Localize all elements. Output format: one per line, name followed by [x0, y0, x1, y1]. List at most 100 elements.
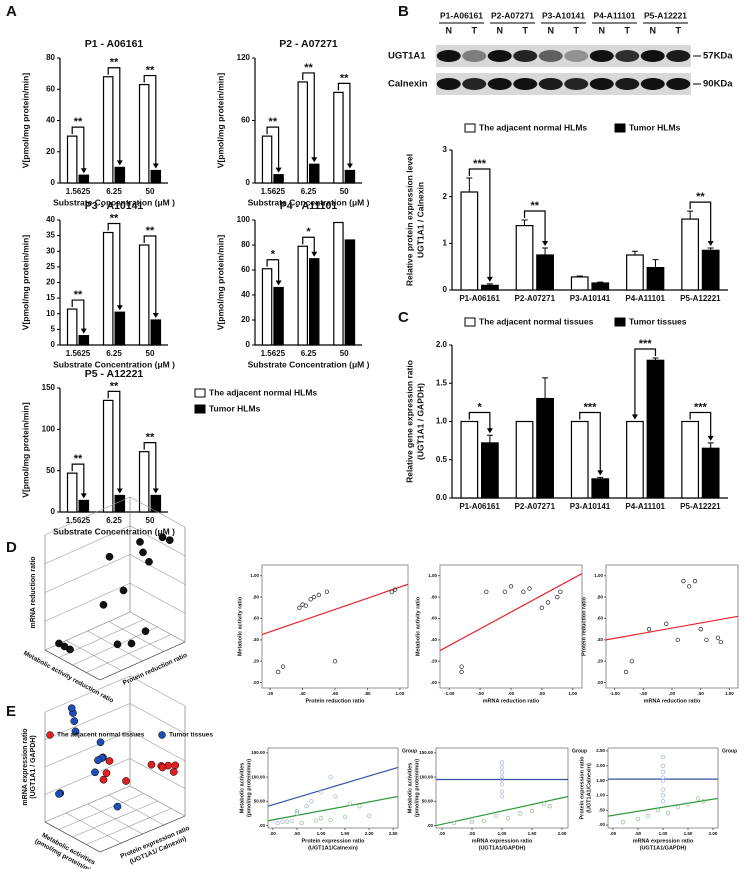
y-axis-label: Relative protein expression level — [404, 154, 414, 286]
x-axis — [44, 649, 101, 681]
point — [171, 761, 180, 770]
point — [99, 775, 108, 784]
floor-grid — [108, 794, 164, 826]
x-tick-label: 6.25 — [106, 349, 122, 358]
y-tick-label: 1.00 — [428, 573, 437, 578]
bar — [536, 254, 554, 291]
point — [275, 821, 280, 826]
bar — [681, 218, 700, 291]
y-tick-label: .00 — [427, 823, 434, 828]
legend-title: Group — [572, 748, 587, 754]
bar — [102, 76, 114, 184]
legend-label: Tumor HLMs — [629, 122, 681, 132]
bar — [570, 420, 589, 499]
legend-swatch — [194, 388, 206, 398]
point — [655, 808, 661, 813]
bar — [591, 478, 610, 499]
x-axis-label: mRNA reduction ratio — [483, 698, 540, 704]
y-axis-label: V[pmol/mg protein/min] — [20, 73, 30, 169]
y-tick-label: 0.0 — [436, 493, 448, 502]
significance-bracket — [143, 235, 157, 314]
point — [695, 796, 701, 801]
x-tick-label: .50 — [635, 831, 642, 836]
point — [698, 627, 703, 632]
x-tick-label: 2.00 — [558, 831, 567, 836]
y-tick-label: 150.00 — [251, 750, 265, 755]
significance-arrow — [707, 435, 714, 441]
y-tick-label: .00 — [259, 823, 266, 828]
blot-row-label: UGT1A1 — [388, 51, 426, 62]
point — [469, 819, 475, 824]
wall-grid — [44, 496, 131, 536]
point — [119, 586, 128, 595]
chart-title: P5 - A12221 — [85, 368, 144, 380]
fit-line — [605, 615, 739, 641]
y-tick-label: 1.5 — [436, 378, 448, 387]
x-tick-label: P1-A06161 — [459, 502, 500, 511]
y-axis-label: Metabolic activities — [239, 763, 245, 813]
point — [685, 802, 691, 807]
point — [357, 804, 362, 809]
bar — [480, 284, 499, 291]
point — [718, 639, 723, 645]
error-bar — [597, 281, 604, 283]
bar — [701, 447, 720, 499]
point — [318, 789, 324, 794]
y-axis-label: Relative gene expression ratio — [404, 360, 414, 483]
y-tick-label: 100 — [42, 424, 56, 433]
blot-band — [436, 50, 461, 62]
error-bar — [631, 250, 638, 255]
blot-band — [513, 78, 538, 90]
point — [646, 627, 652, 632]
error-bar — [707, 247, 714, 251]
point — [280, 819, 285, 824]
y-tick-label: 0 — [246, 340, 251, 349]
point — [660, 778, 666, 783]
y-tick-label: 40 — [46, 116, 55, 125]
x-tick-label: 1.00 — [568, 691, 577, 696]
y-tick-label: .80 — [253, 594, 260, 599]
y-axis-label: (UGT1A1 / GAPDH) — [415, 383, 425, 460]
x-tick-label: .50 — [698, 691, 705, 696]
significance-label: ** — [304, 62, 313, 74]
panel-label: D — [6, 539, 17, 556]
blot-band — [589, 50, 614, 62]
y-tick-label: 20 — [46, 278, 55, 287]
plot-frame — [267, 747, 399, 829]
point — [316, 592, 321, 598]
y-tick-label: 2 — [443, 192, 448, 201]
wall-grid — [129, 675, 186, 707]
y-tick-label: .40 — [431, 637, 438, 642]
point — [55, 790, 63, 798]
blot-lane-label: N — [497, 25, 504, 35]
point — [105, 552, 114, 561]
y-tick-label: 35 — [46, 231, 55, 240]
x-tick-label: .00 — [669, 691, 676, 696]
x-tick-label: .40 — [299, 691, 306, 696]
significance-label: ** — [146, 225, 155, 237]
bar — [536, 397, 554, 499]
x-axis-label: Substrate Concentration (μM ) — [53, 359, 175, 369]
legend-title: Group — [722, 748, 737, 754]
bar — [570, 276, 589, 291]
point — [660, 763, 666, 768]
legend-swatch — [194, 404, 206, 414]
point — [127, 639, 136, 648]
y-axis-label: V[pmol/mg protein/min] — [215, 73, 225, 169]
significance-label: *** — [473, 158, 487, 170]
y-axis-label: (UGT1A1/Calnexin) — [586, 763, 592, 813]
significance-bracket — [71, 299, 85, 330]
y-tick-label: 15 — [46, 293, 55, 302]
bar — [66, 135, 78, 184]
blot-lane-label: N — [599, 25, 606, 35]
blot-lane-label: T — [625, 25, 631, 35]
blot-band — [462, 50, 487, 62]
point — [366, 813, 372, 819]
blot-band — [615, 78, 640, 90]
point — [289, 818, 295, 823]
x-tick-label: 50 — [340, 187, 349, 196]
x-tick-label: .60 — [332, 691, 339, 696]
bar — [114, 494, 126, 513]
x-axis-label: mRNA expression ratio — [472, 838, 533, 844]
